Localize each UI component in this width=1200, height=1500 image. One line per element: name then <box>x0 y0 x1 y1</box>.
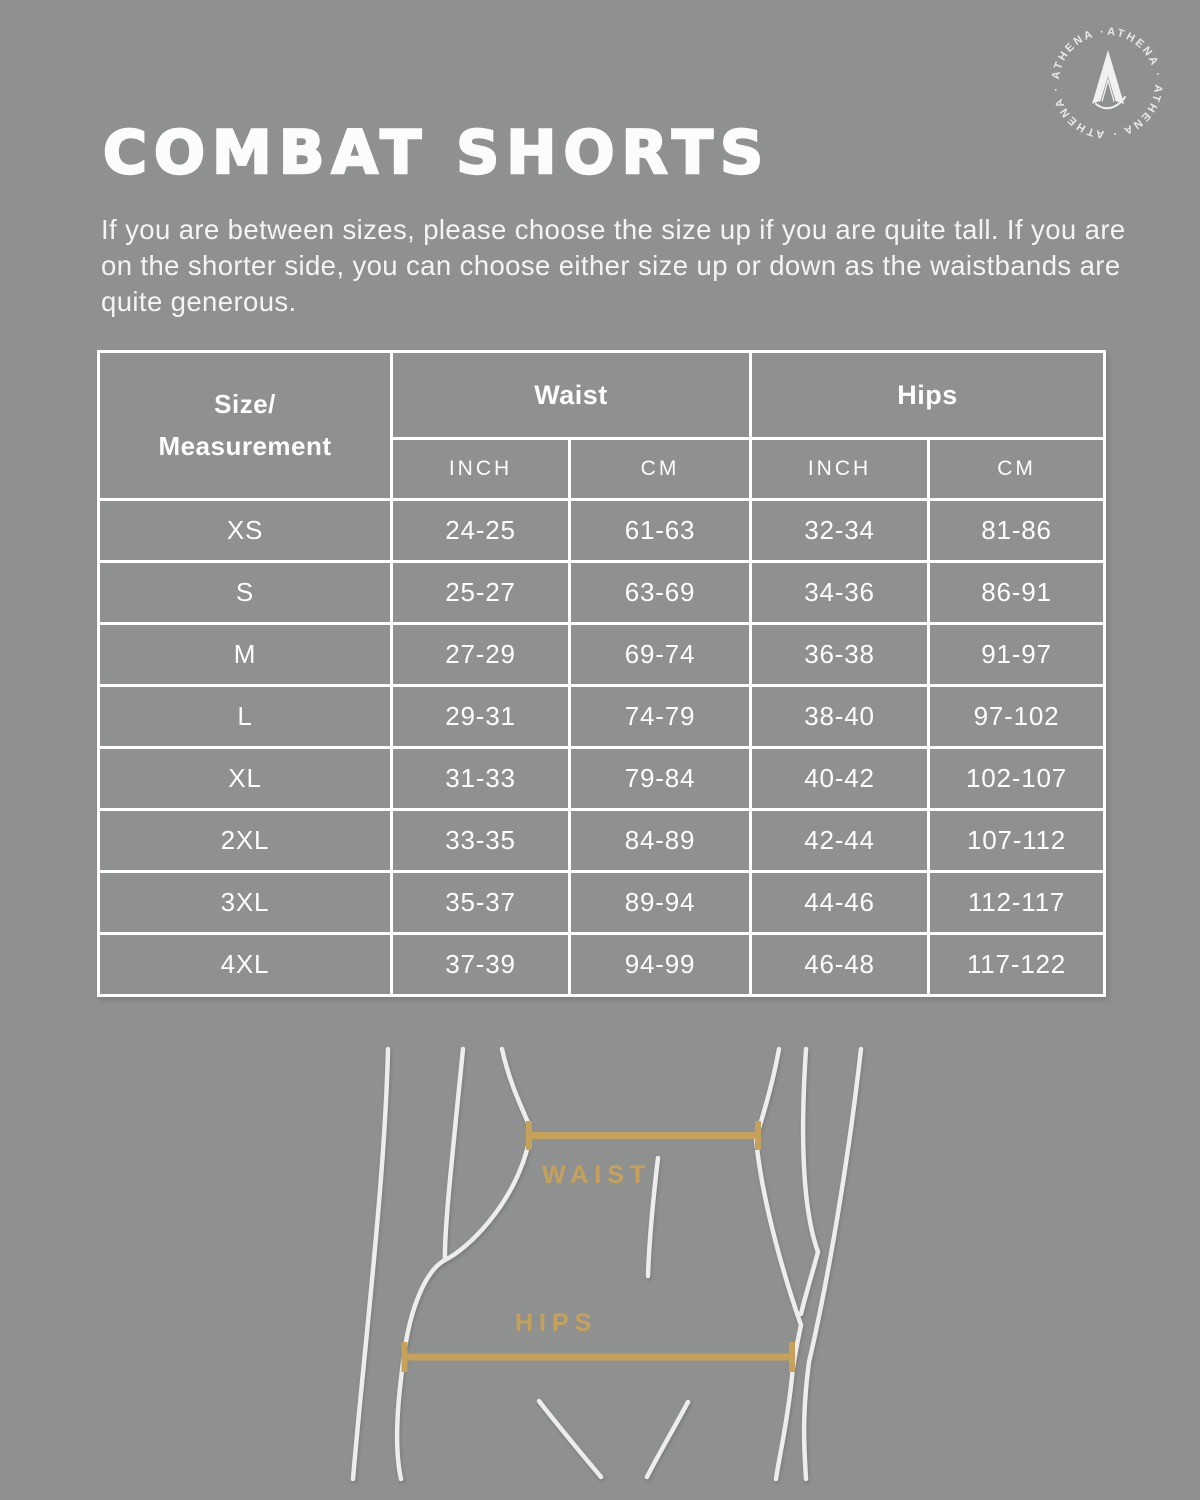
size-label: XL <box>97 746 393 811</box>
hips-cm: 117-122 <box>927 932 1107 997</box>
brand-logo: ATHENA · ATHENA · ATHENA · ATHENA · <box>1032 8 1182 158</box>
waist-cm: 61-63 <box>567 498 753 563</box>
waist-cm: 69-74 <box>567 622 753 687</box>
hips-cm: 91-97 <box>927 622 1107 687</box>
waist-inch: 31-33 <box>390 746 571 811</box>
waist-cm: 84-89 <box>567 808 753 873</box>
corner-header: Size/ Measurement <box>97 350 393 501</box>
hips-label: HIPS <box>515 1309 597 1337</box>
waist-measure-line <box>526 1121 761 1150</box>
table-header-row: Size/ Measurement Waist Hips <box>97 350 1107 501</box>
table-row: 3XL 35-37 89-94 44-46 112-117 <box>97 870 1107 935</box>
hips-group-header: Hips <box>749 350 1107 440</box>
waist-cm: 89-94 <box>567 870 753 935</box>
hips-cm: 102-107 <box>927 746 1107 811</box>
size-label: M <box>97 622 393 687</box>
unit-header-row: INCH CM INCH CM <box>99 437 1107 501</box>
hips-inch: 32-34 <box>749 498 931 563</box>
waist-inch-header: INCH <box>390 437 571 501</box>
hips-inch: 38-40 <box>749 684 931 749</box>
waist-group-header: Waist <box>389 350 753 440</box>
table-row: 2XL 33-35 84-89 42-44 107-112 <box>97 808 1107 873</box>
hips-cm: 107-112 <box>927 808 1107 873</box>
size-label: 2XL <box>97 808 393 873</box>
hips-inch: 34-36 <box>749 560 931 625</box>
table-row: M 27-29 69-74 36-38 91-97 <box>97 622 1107 687</box>
hips-cm-header: CM <box>927 437 1107 501</box>
waist-inch: 27-29 <box>390 622 571 687</box>
page-title: COMBAT SHORTS <box>102 117 771 189</box>
table-row: XL 31-33 79-84 40-42 102-107 <box>97 746 1107 811</box>
hips-measure-line <box>401 1342 795 1372</box>
hips-cm: 86-91 <box>927 560 1107 625</box>
size-label: S <box>97 560 393 625</box>
waist-cm: 63-69 <box>567 560 753 625</box>
hips-cm: 97-102 <box>927 684 1107 749</box>
waist-cm: 94-99 <box>567 932 753 997</box>
hips-inch: 46-48 <box>749 932 931 997</box>
spearhead-icon <box>1092 50 1126 110</box>
table-row: XS 24-25 61-63 32-34 81-86 <box>97 498 1107 563</box>
measurement-diagram: WAIST HIPS <box>350 1046 864 1482</box>
table-row: S 25-27 63-69 34-36 86-91 <box>97 560 1107 625</box>
waist-inch: 24-25 <box>390 498 571 563</box>
waist-inch: 35-37 <box>390 870 571 935</box>
size-label: 4XL <box>97 932 393 997</box>
waist-inch: 29-31 <box>390 684 571 749</box>
hips-cm: 81-86 <box>927 498 1107 563</box>
size-label: 3XL <box>97 870 393 935</box>
waist-cm-header: CM <box>567 437 753 501</box>
hips-inch: 40-42 <box>749 746 931 811</box>
sizing-note: If you are between sizes, please choose … <box>101 214 1126 317</box>
hips-inch: 44-46 <box>749 870 931 935</box>
waist-cm: 74-79 <box>567 684 753 749</box>
waist-label: WAIST <box>542 1161 651 1189</box>
waist-cm: 79-84 <box>567 746 753 811</box>
waist-inch: 37-39 <box>390 932 571 997</box>
hips-inch-header: INCH <box>749 437 931 501</box>
size-label: L <box>97 684 393 749</box>
size-label: XS <box>97 498 393 563</box>
hips-inch: 36-38 <box>749 622 931 687</box>
waist-inch: 25-27 <box>390 560 571 625</box>
body-outline <box>350 1046 864 1482</box>
table-row: 4XL 37-39 94-99 46-48 117-122 <box>97 932 1107 997</box>
hips-inch: 42-44 <box>749 808 931 873</box>
athena-logo-emblem: ATHENA · ATHENA · ATHENA · ATHENA · <box>1050 26 1162 140</box>
table-row: L 29-31 74-79 38-40 97-102 <box>97 684 1107 749</box>
size-chart-table: Size/ Measurement Waist Hips INCH CM INC… <box>97 350 1107 997</box>
hips-cm: 112-117 <box>927 870 1107 935</box>
waist-inch: 33-35 <box>390 808 571 873</box>
